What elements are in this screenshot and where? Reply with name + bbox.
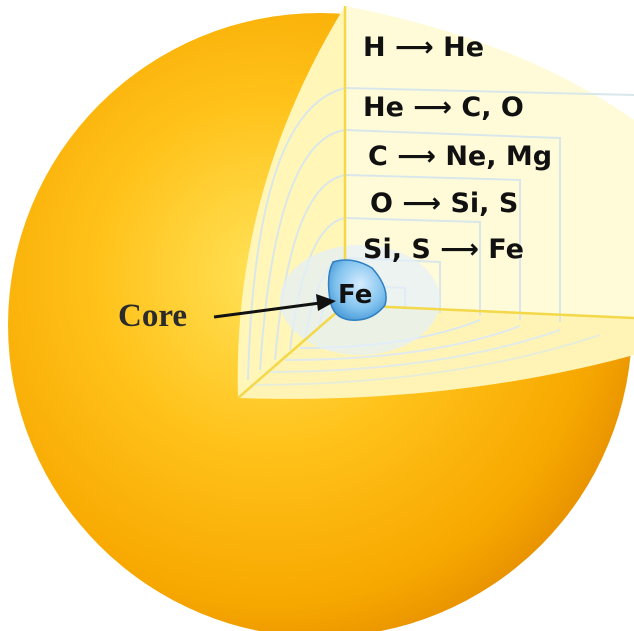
core-element-label: Fe (338, 280, 372, 310)
core-pointer-arrow (213, 294, 336, 319)
shell-label-silicon: Si, S ⟶ Fe (363, 234, 524, 265)
shell-label-carbon: C ⟶ Ne, Mg (368, 141, 552, 172)
core-label: Core (118, 298, 187, 334)
shell-label-oxygen: O ⟶ Si, S (370, 188, 518, 219)
iron-core (327, 259, 387, 321)
shell-label-hydrogen: H ⟶ He (363, 32, 484, 63)
cut-edges (237, 6, 634, 399)
shell-label-helium: He ⟶ C, O (363, 92, 524, 123)
cutaway-right-face (345, 6, 634, 318)
